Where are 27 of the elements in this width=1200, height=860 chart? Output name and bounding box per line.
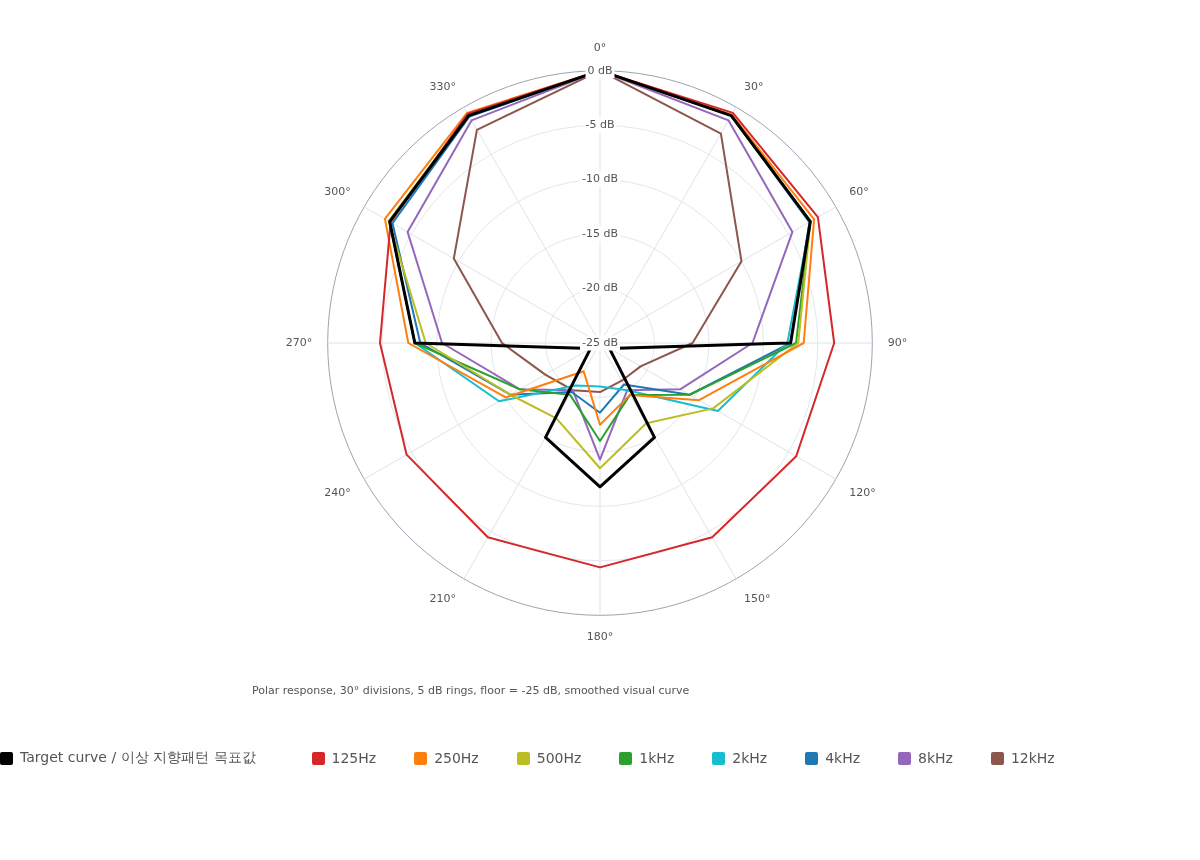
spoke-label: 210° — [429, 591, 457, 605]
spoke-label: 60° — [849, 185, 869, 199]
spoke-label: 240° — [324, 486, 351, 500]
spoke-label: 150° — [743, 591, 771, 605]
legend-label: 125Hz — [331, 750, 377, 766]
legend-label: Target curve / 이상 지향패턴 목표값 — [20, 749, 256, 767]
y-tick-label: -20 dB — [582, 281, 618, 295]
y-tick-label: -5 dB — [585, 118, 615, 132]
spoke-label: 90° — [887, 335, 908, 349]
spoke-label: 0° — [593, 41, 607, 55]
y-tick-label: -25 dB — [582, 335, 618, 349]
spoke-label: 300° — [324, 185, 351, 199]
spoke-label: 120° — [849, 486, 876, 500]
legend-label: 2kHz — [732, 750, 768, 766]
legend-label: 250Hz — [434, 750, 479, 766]
text: Polar response, 30° divisions, 5 dB rings, floor = -25 dB, smoothed visual curve — [252, 684, 690, 697]
legend-label: 500Hz — [536, 750, 582, 766]
spoke-label: 270° — [285, 335, 313, 349]
spoke-label: 30° — [743, 80, 764, 94]
spoke-label: 330° — [429, 80, 457, 94]
y-tick-label: -10 dB — [582, 172, 618, 186]
y-tick-label: -15 dB — [582, 226, 618, 240]
legend-label: 1kHz — [639, 750, 675, 766]
legend-label: 4kHz — [825, 750, 861, 766]
legend-label: 8kHz — [918, 750, 953, 766]
spoke-label: 180° — [586, 630, 614, 644]
legend-label: 12kHz — [1010, 750, 1055, 766]
